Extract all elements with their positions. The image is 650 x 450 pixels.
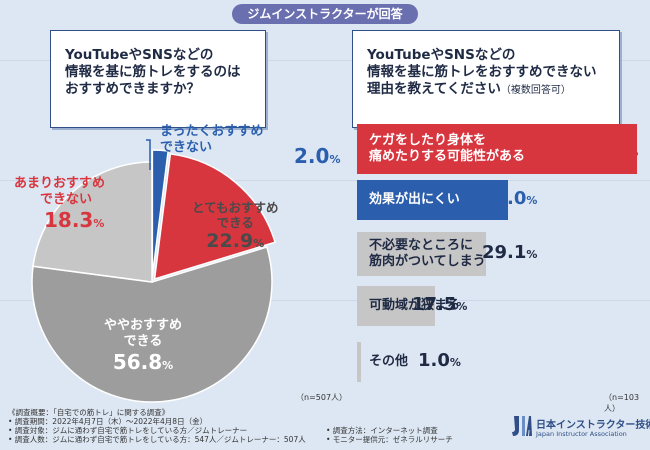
bar-value-unit: % — [627, 146, 639, 159]
jia-logo-icon — [512, 416, 532, 436]
bar-hard-to-get-results-row: 効果が出にくい — [357, 180, 637, 220]
bar-label-line: 痛めたりする可能性がある — [369, 149, 526, 164]
survey-monitor: • モニター提供元：ゼネラルリサーチ — [326, 435, 453, 444]
bar-other — [357, 342, 362, 382]
pie-label-not-really-recommend: あまりおすすめ できない 18.3% — [14, 176, 105, 232]
pie-slice-highly-recommend — [32, 161, 153, 283]
pie-value-number: 22.9 — [206, 230, 254, 252]
right-question-line-2: 情報を基に筋トレをおすすめできない — [367, 64, 597, 80]
bar-label-line: ケガをしたり身体を — [369, 133, 487, 148]
bar-value-number: 63.1 — [578, 137, 628, 161]
survey-count: • 調査人数：ジムに通わず自宅で筋トレをしている方：547人／ジムトレーナー：5… — [8, 435, 306, 444]
survey-overview: 《調査概要：「自宅での筋トレ」に関する調査》 • 調査期間：2022年4月7日（… — [8, 408, 306, 444]
pie-value-unit: % — [93, 217, 105, 230]
left-sample-size: （n=507人） — [296, 393, 348, 402]
bar-label-line: 効果が出にくい — [369, 192, 460, 207]
pie-label-line: あまりおすすめ — [14, 176, 106, 191]
survey-target: • 調査対象：ジムに通わず自宅で筋トレをしている方／ジムトレーナー — [8, 426, 248, 435]
left-question-line-1: YouTubeやSNSなどの — [65, 47, 214, 63]
bar-injury-risk-label: ケガをしたり身体を 痛めたりする可能性がある — [369, 133, 525, 165]
pie-value-number: 56.8 — [112, 350, 163, 374]
bar-unwanted-muscle-value: 29.1% — [482, 242, 537, 263]
bar-label-line: その他 — [369, 354, 409, 369]
bar-other-value: 1.0% — [418, 350, 461, 371]
pie-label-highly-recommend: とてもおすすめ できる 22.9% — [192, 200, 279, 252]
right-sample-size: （n=103人） — [604, 393, 640, 413]
pie-slice-not-really-recommend — [153, 153, 277, 280]
bar-hard-to-get-results-label: 効果が出にくい — [369, 192, 460, 208]
pie-label-line: できる — [123, 334, 163, 349]
bar-value-number: 34.0 — [482, 188, 527, 209]
pie-value-highly-recommend: 22.9% — [192, 230, 279, 252]
bar-injury-risk — [357, 124, 637, 174]
organization-name-en: Japan Instructor Association — [536, 430, 627, 438]
pie-label-not-recommend-at-all: まったくおすすめ できない — [160, 124, 263, 156]
bar-unwanted-muscle-row: 不必要なところに 筋肉がついてしまう — [357, 232, 637, 276]
pie-value-not-recommend-at-all: 2.0% — [294, 144, 340, 168]
bar-value-unit: % — [449, 356, 461, 369]
bar-label-line: 可動域が狭まる — [369, 298, 461, 313]
pie-label-line: ややおすすめ — [104, 318, 183, 333]
survey-overview-title: 《調査概要：「自宅での筋トレ」に関する調査》 — [8, 408, 170, 417]
pie-slice-somewhat-recommend — [31, 246, 273, 403]
bar-value-unit: % — [526, 194, 538, 207]
bar-reduced-range-of-motion — [357, 286, 435, 326]
pie-leader-line — [146, 139, 151, 170]
bar-reduced-range-of-motion-row: 可動域が狭まる — [357, 286, 637, 326]
pie-value-unit: % — [162, 359, 174, 372]
pie-label-line: できる — [216, 215, 254, 230]
bar-value-number: 29.1 — [482, 242, 527, 263]
bar-unwanted-muscle — [357, 232, 487, 276]
pie-value-number: 18.3 — [44, 208, 94, 232]
bar-hard-to-get-results-value: 34.0% — [482, 188, 537, 209]
survey-period: • 調査期間：2022年4月7日（木）〜2022年4月8日（金） — [8, 417, 208, 426]
pie-value-unit: % — [329, 153, 341, 166]
pie-label-somewhat-recommend: ややおすすめ できる 56.8% — [104, 318, 182, 374]
pie-label-line: できない — [40, 192, 93, 207]
bar-value-unit: % — [526, 248, 538, 261]
bar-value-number: 1.0 — [418, 350, 450, 371]
bar-reduced-range-of-motion-value: 17.5% — [412, 294, 467, 315]
header-title: ジムインストラクターが回答 — [232, 4, 418, 24]
bar-value-number: 17.5 — [412, 294, 457, 315]
pie-label-line: できない — [160, 140, 213, 155]
bar-label-line: 不必要なところに — [369, 238, 474, 253]
right-question-sub: （複数回答可） — [500, 85, 571, 96]
pie-slice-not-recommend-at-all — [151, 149, 170, 277]
pie-label-line: まったくおすすめ — [160, 124, 264, 139]
organization-name-jp: 日本インストラクター技術協会 — [536, 420, 650, 431]
right-question-box: YouTubeやSNSなどの 情報を基に筋トレをおすすめできない 理由を教えてく… — [352, 30, 620, 128]
left-question-line-3: おすすめできますか？ — [65, 81, 200, 97]
bar-injury-risk-row: ケガをしたり身体を 痛めたりする可能性がある — [357, 124, 637, 174]
pie-value-somewhat-recommend: 56.8% — [104, 350, 182, 374]
bar-other-row: その他 — [357, 342, 637, 382]
pie-value-number: 2.0 — [294, 144, 330, 168]
bar-unwanted-muscle-label: 不必要なところに 筋肉がついてしまう — [369, 238, 486, 270]
bar-other-label: その他 — [369, 354, 408, 370]
pie-value-not-really-recommend: 18.3% — [14, 208, 105, 232]
survey-method: • 調査方法：インターネット調査 — [326, 426, 438, 435]
right-question-line-1: YouTubeやSNSなどの — [367, 47, 516, 63]
right-question-line-3: 理由を教えてください — [367, 81, 501, 97]
organization-logo: 日本インストラクター技術協会 Japan Instructor Associat… — [510, 410, 650, 446]
bar-injury-risk-value: 63.1% — [578, 137, 638, 161]
survey-overview-right: • 調査方法：インターネット調査 • モニター提供元：ゼネラルリサーチ — [326, 426, 453, 444]
bar-label-line: 筋肉がついてしまう — [369, 254, 486, 269]
pie-value-unit: % — [253, 237, 265, 250]
left-question-box: YouTubeやSNSなどの 情報を基に筋トレをするのは おすすめできますか？ — [50, 30, 266, 128]
bar-hard-to-get-results — [357, 180, 508, 220]
bar-reduced-range-of-motion-label: 可動域が狭まる — [369, 298, 460, 314]
left-question-line-2: 情報を基に筋トレをするのは — [65, 64, 241, 80]
pie-label-line: とてもおすすめ — [192, 200, 279, 215]
bar-value-unit: % — [456, 300, 468, 313]
